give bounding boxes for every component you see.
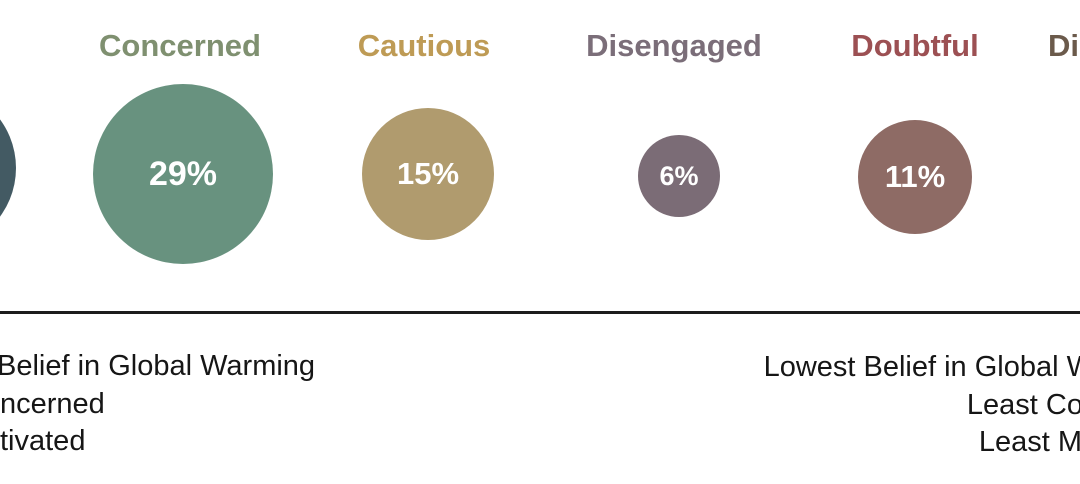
- disengaged-circle: 6%: [638, 135, 720, 217]
- segment-label-dismissive-cropped: Di: [1048, 28, 1079, 63]
- axis-left-line-1: Belief in Global Warming: [0, 350, 316, 382]
- disengaged-percent-value: 6%: [659, 160, 699, 191]
- segment-label-concerned: Concerned: [99, 28, 261, 63]
- doubtful-percent-value: 11%: [884, 159, 946, 194]
- belief-axis-line: [0, 311, 1080, 314]
- concerned-circle: 29%: [93, 84, 273, 264]
- doubtful-circle: 11%: [858, 120, 972, 234]
- segment-label-doubtful: Doubtful: [851, 28, 979, 63]
- concerned-percent-value: 29%: [148, 154, 218, 193]
- cautious-percent-value: 15%: [396, 156, 460, 191]
- segment-label-cautious: Cautious: [357, 28, 491, 63]
- axis-left-line-3: tivated: [0, 425, 86, 457]
- segment-label-disengaged: Disengaged: [586, 28, 762, 63]
- axis-right-line-3: Least M: [978, 426, 1080, 458]
- cautious-circle: 15%: [362, 108, 494, 240]
- axis-right-line-1: Lowest Belief in Global W: [763, 351, 1080, 383]
- alarmed-circle-cropped: [0, 86, 16, 250]
- axis-right-line-2: Least Co: [966, 389, 1080, 421]
- axis-left-line-2: ncerned: [0, 388, 105, 420]
